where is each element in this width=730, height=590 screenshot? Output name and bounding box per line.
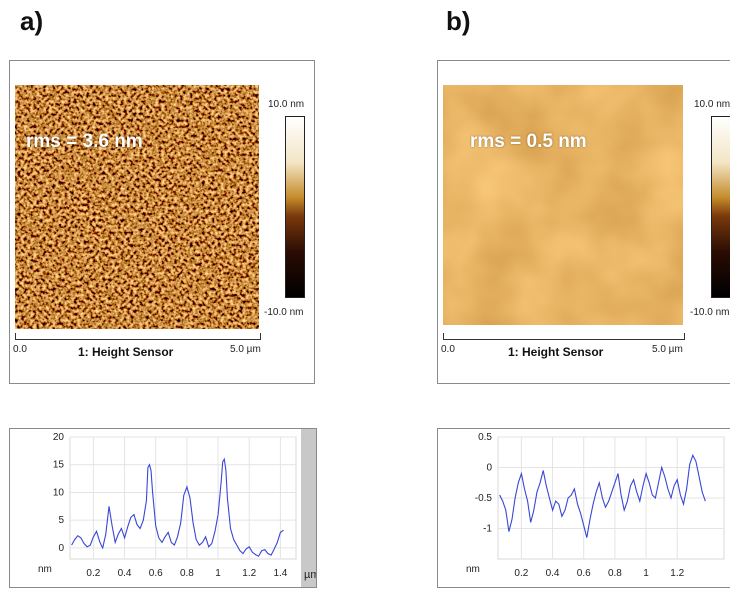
scale-axis-a: [15, 333, 261, 340]
scale-end-a: 5.0 µm: [230, 344, 261, 355]
color-scale-min-b: -10.0 nm: [690, 307, 730, 318]
x-tick-label: 0.4: [546, 568, 560, 579]
x-tick-label: 1: [643, 568, 649, 579]
y-tick-label: 0: [58, 543, 64, 554]
rms-label-b: rms = 0.5 nm: [470, 131, 587, 152]
scale-axis-b: [443, 333, 685, 340]
color-scale-max-a: 10.0 nm: [268, 99, 305, 110]
profile-chart-a: 20 15 10 5 0 0.2 0.4 0.6 0.8 1 1.2 1.4 nm µm: [38, 429, 316, 587]
x-tick-label: 0.8: [608, 568, 622, 579]
x-tick-label: 0.6: [577, 568, 591, 579]
color-scale-min-a: -10.0 nm: [264, 307, 304, 318]
x-tick-label: 0.8: [180, 568, 194, 579]
scale-start-b: 0.0: [441, 344, 455, 355]
color-scale-bar-b: [711, 116, 730, 298]
profile-panel-a: 20 15 10 5 0 0.2 0.4 0.6 0.8 1 1.2 1.4 nm µm: [9, 428, 317, 588]
height-profile-line: [499, 453, 706, 538]
afm-height-image-b: [443, 85, 683, 325]
afm-panel-b: rms = 0.5 nm 10.0 nm -10.0 nm 0.0 1: Hei…: [437, 60, 730, 384]
panel-label-b: b): [446, 6, 471, 36]
profile-chart-b: 0.50-0.5-10.20.40.60.811.2nmµm: [466, 432, 725, 579]
afm-height-image-a: [15, 85, 259, 329]
x-tick-label: 1: [215, 568, 221, 579]
color-scale-bar-a: [285, 116, 305, 298]
height-profile-line: [71, 457, 284, 557]
rms-label-a: rms = 3.6 nm: [26, 131, 143, 152]
y-tick-label: 10: [53, 487, 65, 498]
panel-label-a: a): [20, 6, 44, 36]
scroll-bar[interactable]: [301, 429, 316, 587]
y-tick-label: 5: [58, 515, 64, 526]
x-axis-label: µm: [304, 569, 316, 581]
y-tick-label: 15: [53, 460, 65, 471]
x-tick-label: 0.4: [118, 568, 132, 579]
x-tick-label: 1.2: [242, 568, 256, 579]
channel-label-b: 1: Height Sensor: [508, 345, 604, 359]
y-tick-label: -1: [483, 524, 492, 535]
x-tick-label: 0.6: [149, 568, 163, 579]
color-scale-max-b: 10.0 nm: [694, 99, 730, 110]
x-tick-label: 0.2: [86, 568, 100, 579]
y-axis-label: nm: [466, 564, 480, 575]
channel-label-a: 1: Height Sensor: [78, 345, 174, 359]
x-tick-label: 1.2: [670, 568, 684, 579]
scale-end-b: 5.0 µm: [652, 344, 683, 355]
profile-panel-b: 0.50-0.5-10.20.40.60.811.2nmµm: [437, 428, 730, 588]
afm-panel-a: rms = 3.6 nm 10.0 nm -10.0 nm 0.0 1: Hei…: [9, 60, 315, 384]
plot-area: [69, 436, 297, 560]
scale-start-a: 0.0: [13, 344, 27, 355]
x-tick-label: 1.4: [273, 568, 287, 579]
y-tick-label: 0.5: [478, 432, 492, 443]
y-tick-label: 0: [486, 463, 492, 474]
y-tick-label: 20: [53, 432, 65, 443]
y-tick-label: -0.5: [475, 493, 493, 504]
y-axis-label: nm: [38, 564, 52, 575]
x-tick-label: 0.2: [514, 568, 528, 579]
